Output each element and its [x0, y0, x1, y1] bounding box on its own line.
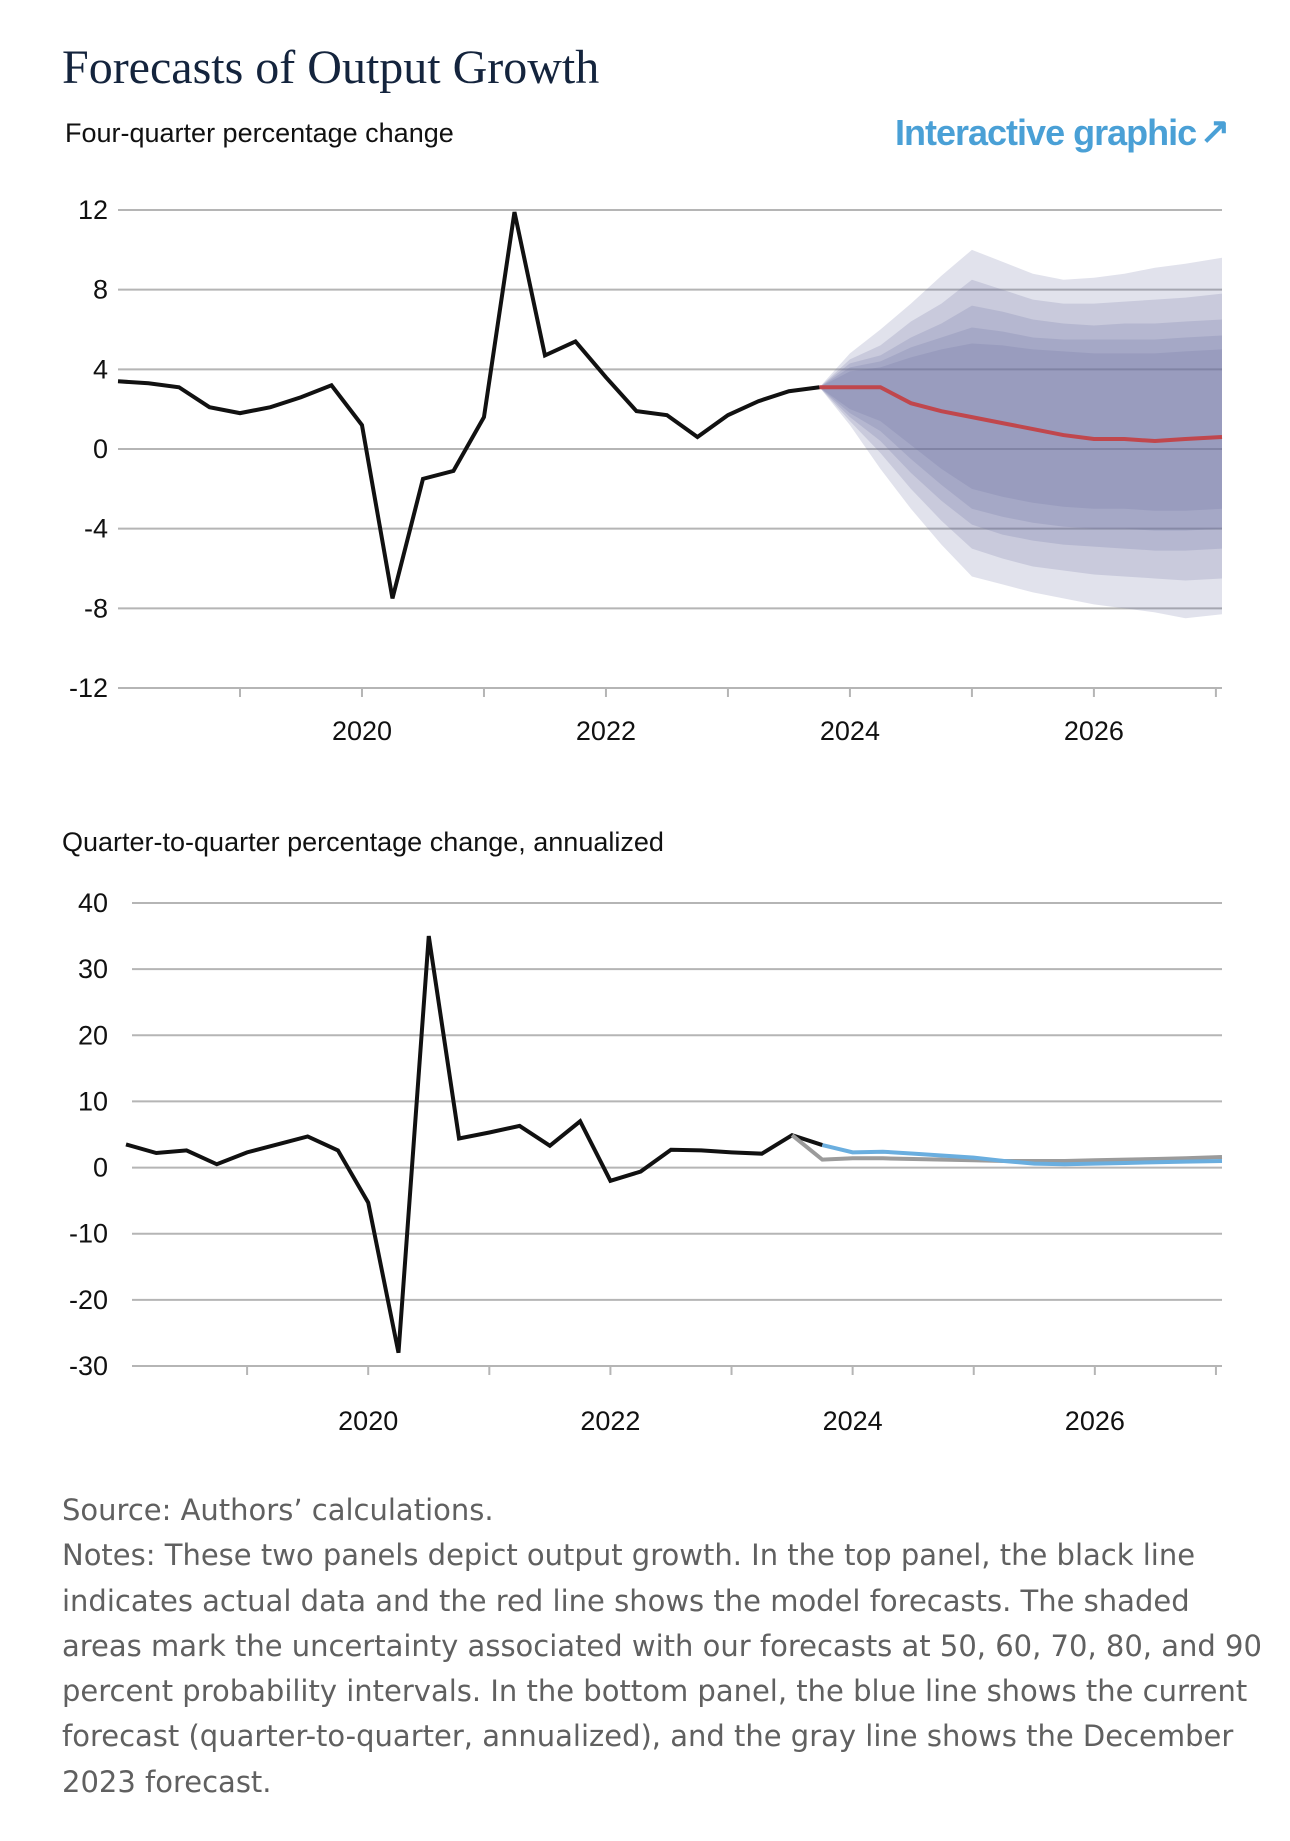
x-tick-label: 2022 — [576, 716, 636, 746]
top-chart: Four-quarter percentage change 12 8 4 0 -4 -8 -… — [65, 118, 1223, 746]
x-tick-label: 2026 — [1064, 716, 1124, 746]
notes-paragraph: Notes: These two panels depict output gr… — [62, 1533, 1262, 1805]
y-tick-label: -12 — [69, 673, 108, 703]
series-december-2023-forecast-line — [790, 1133, 1223, 1163]
series-actual-line — [117, 211, 820, 599]
notes: Source: Authors’ calculations. Notes: Th… — [62, 1488, 1262, 1805]
notes-line: forecast (quarter-to-quarter, annualized… — [62, 1719, 1234, 1754]
y-tick-label: 12 — [78, 195, 108, 225]
y-tick-label: 0 — [93, 434, 108, 464]
band-60-percent — [819, 327, 1222, 531]
series-current-forecast-line — [821, 1143, 1223, 1167]
x-tick-label: 2024 — [820, 716, 880, 746]
y-tick-label: 40 — [78, 888, 108, 918]
notes-line: indicates actual data and the red line s… — [62, 1583, 1190, 1618]
x-tick-label: 2024 — [823, 1406, 883, 1436]
series-forecast-line — [819, 385, 1223, 444]
y-axis-label: Four-quarter percentage change — [65, 118, 454, 148]
x-tick-label: 2022 — [580, 1406, 640, 1436]
notes-line: percent probability intervals. In the bo… — [62, 1674, 1248, 1709]
notes-line: Notes: These two panels depict output gr… — [62, 1538, 1196, 1573]
x-tick-label: 2026 — [1065, 1406, 1125, 1436]
y-tick-label: 20 — [78, 1020, 108, 1050]
y-tick-label: 0 — [93, 1153, 108, 1183]
y-tick-label: 30 — [78, 954, 108, 984]
y-tick-label: -20 — [69, 1285, 108, 1315]
y-tick-label: -10 — [69, 1219, 108, 1249]
arrow-up-right-icon: ↗ — [1200, 110, 1230, 151]
notes-line: 2023 forecast. — [62, 1764, 272, 1799]
bottom-chart: Quarter-to-quarter percentage change, an… — [62, 827, 1223, 1436]
y-tick-label: -30 — [69, 1351, 108, 1381]
y-axis-label: Quarter-to-quarter percentage change, an… — [62, 827, 664, 857]
x-tick-label: 2020 — [338, 1406, 398, 1436]
interactive-graphic-link[interactable]: Interactive graphic ↗ — [895, 110, 1230, 154]
x-tick-label: 2020 — [332, 716, 392, 746]
notes-line: areas mark the uncertainty associated wi… — [62, 1628, 1262, 1663]
page-title: Forecasts of Output Growth — [62, 41, 600, 94]
source-note: Source: Authors’ calculations. — [62, 1493, 494, 1527]
band-90-percent — [819, 249, 1222, 619]
series-actual-line — [125, 935, 823, 1354]
y-tick-label: -4 — [84, 514, 108, 544]
band-80-percent — [819, 279, 1222, 581]
interactive-graphic-label: Interactive graphic — [895, 112, 1197, 153]
y-tick-label: 4 — [93, 354, 108, 384]
y-tick-label: 8 — [93, 275, 108, 305]
y-tick-label: 10 — [78, 1086, 108, 1116]
y-tick-label: -8 — [84, 593, 108, 623]
